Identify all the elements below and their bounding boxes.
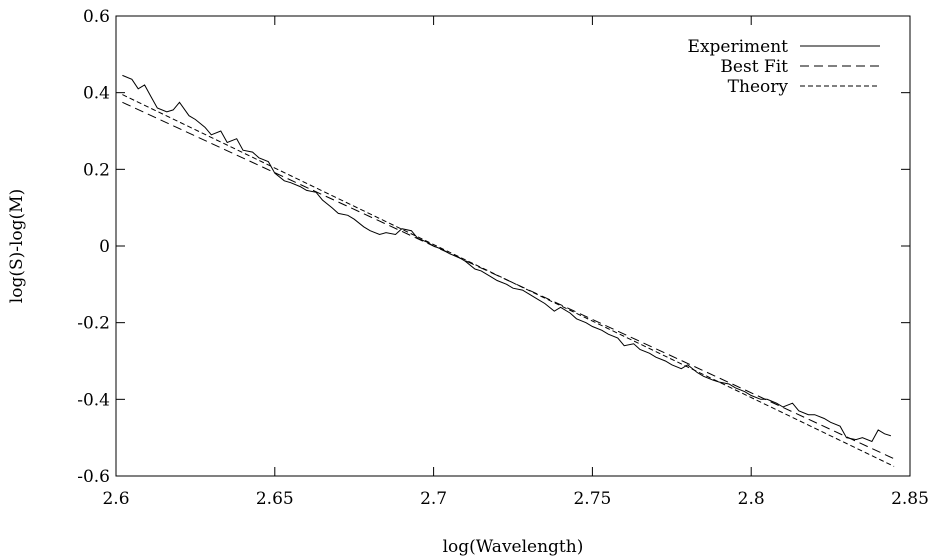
y-tick-label: 0.6: [83, 7, 110, 27]
x-tick-label: 2.8: [738, 489, 765, 509]
x-tick-label: 2.75: [573, 489, 611, 509]
x-tick-label: 2.85: [891, 489, 929, 509]
y-tick-label: -0.4: [77, 390, 110, 410]
series-line-0: [122, 74, 892, 443]
y-axis-title: log(S)-log(M): [7, 189, 27, 303]
x-tick-label: 2.6: [102, 489, 129, 509]
legend-label-0: Experiment: [688, 37, 789, 57]
plot-frame: [115, 15, 911, 477]
legend-label-1: Best Fit: [720, 57, 788, 77]
legend-label-2: Theory: [728, 77, 789, 97]
y-tick-label: -0.2: [77, 314, 110, 334]
x-tick-label: 2.7: [420, 489, 447, 509]
ticks: 2.6 2.65 2.7 2.75 2.8 2.85 0.6 0.4 0.2 0 -0.2 -0.4 -…: [77, 7, 929, 509]
y-tick-label: 0.2: [83, 160, 110, 180]
x-axis-title: log(Wavelength): [443, 537, 584, 557]
y-tick-label: -0.6: [77, 467, 110, 487]
series-lines: [122, 74, 895, 467]
x-tick-label: 2.65: [256, 489, 294, 509]
y-tick-label: 0.4: [83, 84, 110, 104]
y-tick-label: 0: [99, 237, 110, 257]
series-line-2: [122, 94, 895, 467]
